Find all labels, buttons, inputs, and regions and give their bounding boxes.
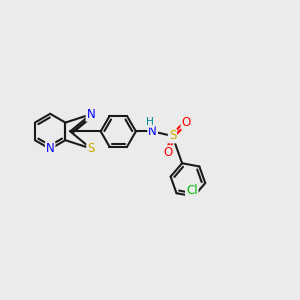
- Text: N: N: [148, 125, 157, 138]
- Text: O: O: [163, 146, 172, 159]
- Text: O: O: [182, 116, 191, 129]
- Text: S: S: [169, 130, 176, 142]
- Text: H: H: [146, 117, 154, 127]
- Text: N: N: [46, 142, 55, 155]
- Text: N: N: [86, 108, 95, 121]
- Text: Cl: Cl: [186, 184, 198, 197]
- Text: S: S: [87, 142, 94, 155]
